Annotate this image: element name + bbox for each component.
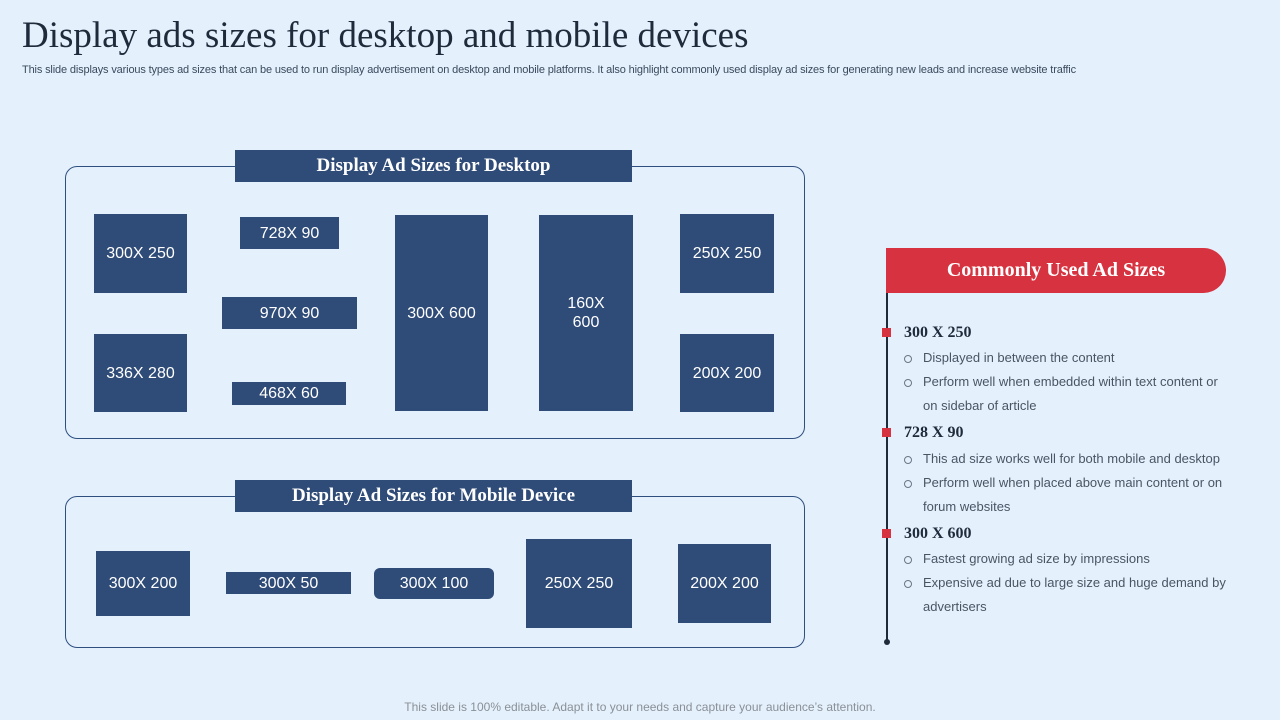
desktop-ad-970x90: 970X 90 (222, 297, 357, 329)
desktop-ad-250x250: 250X 250 (680, 214, 774, 293)
desktop-ad-468x60: 468X 60 (232, 382, 346, 405)
common-size-point-1-2: Perform well when embedded within text c… (923, 374, 1218, 413)
page-title: Display ads sizes for desktop and mobile… (22, 15, 749, 56)
desktop-ad-300x250: 300X 250 (94, 214, 187, 293)
desktop-ad-160x600-line2: 600 (572, 314, 600, 331)
mobile-ad-300x100: 300X 100 (374, 568, 494, 599)
timeline-marker-2 (882, 428, 891, 437)
timeline-marker-1 (882, 328, 891, 337)
bullet-2-2 (904, 480, 912, 488)
footer-note: This slide is 100% editable. Adapt it to… (404, 700, 876, 714)
mobile-ad-200x200: 200X 200 (678, 544, 771, 623)
common-size-point-2-1: This ad size works well for both mobile … (923, 451, 1220, 466)
mobile-ad-250x250: 250X 250 (526, 539, 632, 628)
desktop-panel-title: Display Ad Sizes for Desktop (235, 150, 632, 182)
common-size-point-3-1: Fastest growing ad size by impressions (923, 551, 1150, 566)
mobile-panel-title: Display Ad Sizes for Mobile Device (235, 480, 632, 512)
bullet-3-1 (904, 556, 912, 564)
desktop-ad-728x90: 728X 90 (240, 217, 339, 249)
desktop-ad-300x600: 300X 600 (395, 215, 488, 411)
bullet-3-2 (904, 580, 912, 588)
desktop-ad-160x600-line1: 160X (567, 295, 605, 312)
timeline-marker-3 (882, 529, 891, 538)
desktop-ad-200x200: 200X 200 (680, 334, 774, 412)
common-sizes-header: Commonly Used Ad Sizes (886, 248, 1226, 293)
timeline-end-dot (884, 639, 890, 645)
common-size-heading-2: 728 X 90 (904, 424, 964, 441)
bullet-1-1 (904, 355, 912, 363)
desktop-ad-336x280: 336X 280 (94, 334, 187, 412)
common-size-point-1-1: Displayed in between the content (923, 350, 1115, 365)
bullet-2-1 (904, 456, 912, 464)
mobile-ad-300x50: 300X 50 (226, 572, 351, 594)
page-subtitle: This slide displays various types ad siz… (22, 64, 1076, 76)
mobile-ad-300x200: 300X 200 (96, 551, 190, 616)
common-size-point-3-2: Expensive ad due to large size and huge … (923, 575, 1226, 614)
bullet-1-2 (904, 379, 912, 387)
timeline-line (886, 250, 888, 642)
common-size-heading-3: 300 X 600 (904, 525, 972, 542)
common-size-heading-1: 300 X 250 (904, 324, 972, 341)
desktop-ad-160x600: 160X 600 (539, 215, 633, 411)
common-size-point-2-2: Perform well when placed above main cont… (923, 475, 1223, 514)
